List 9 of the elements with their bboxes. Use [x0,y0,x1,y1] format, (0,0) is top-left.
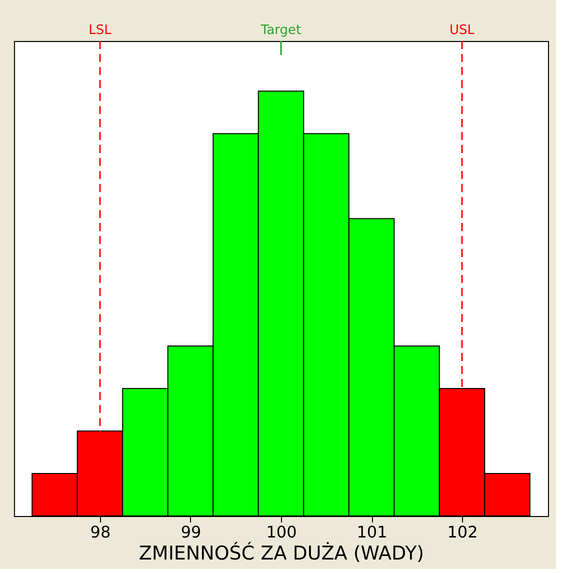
ref-line-label: Target [260,23,302,38]
x-tick-label: 101 [356,522,388,542]
x-tick-label: 102 [447,522,478,542]
x-tick-label: 99 [180,522,202,542]
ref-line-label: LSL [88,23,112,38]
x-axis-title: ZMIENNOŚĆ ZA DUŻA (WADY) [138,542,424,564]
x-tick-label: 98 [90,522,111,542]
x-tick-label: 100 [266,522,297,542]
ref-line-label: USL [450,23,476,38]
